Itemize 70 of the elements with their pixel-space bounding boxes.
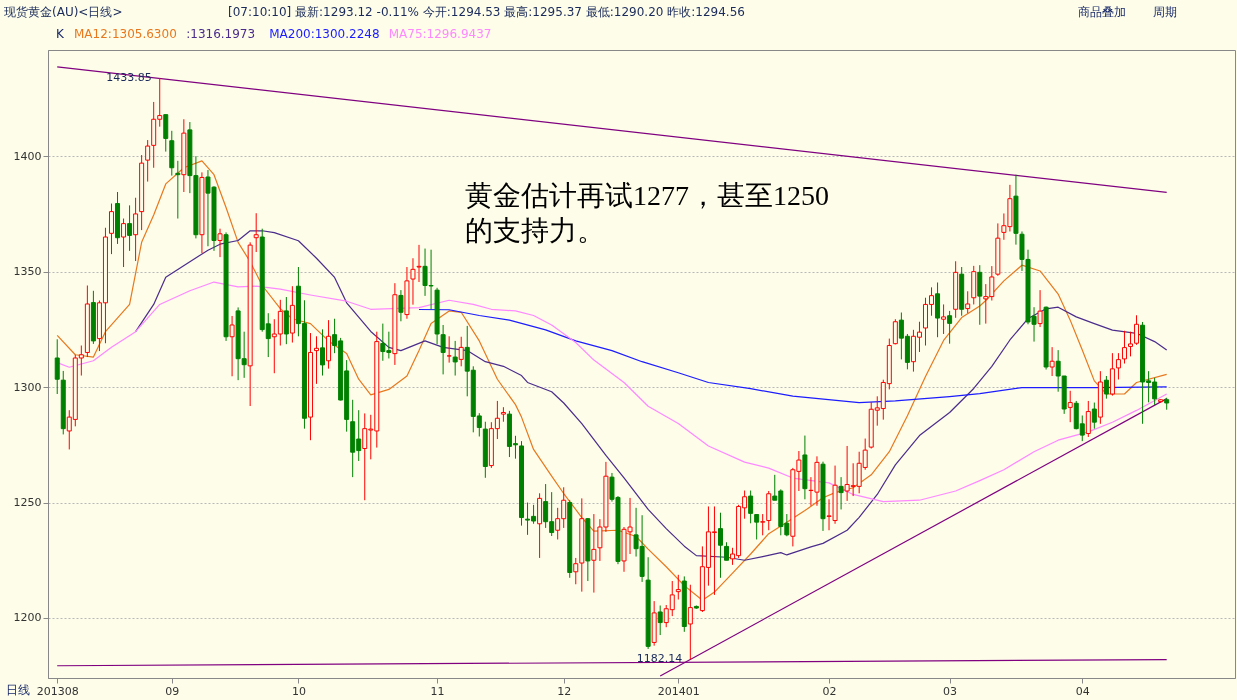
y-tick-label: 1300 (13, 380, 42, 394)
text: 商品叠加 (1078, 5, 1126, 19)
candlestick (163, 114, 169, 153)
annotation: 1182.14 (636, 652, 683, 666)
annotation: 黄金估计再试1277，甚至1250 (465, 180, 829, 211)
x-tick-label: 10 (291, 684, 306, 698)
candlestick (977, 264, 983, 326)
candlestick (1049, 346, 1055, 377)
text: MA12:1305.6300 (74, 27, 177, 41)
candlestick (687, 584, 693, 660)
candlestick (892, 318, 898, 345)
annotation: 1433.85 (106, 71, 152, 85)
candlestick (748, 490, 754, 524)
annotation: 的支持力。 (465, 215, 605, 246)
candlestick (947, 310, 953, 345)
y-tick-label: 1350 (13, 265, 42, 279)
line-series (418, 308, 1168, 404)
chart-subtitle: [07:10:10] 最新:1293.12 -0.11% 今开:1294.53 最高:1295.37 最低:1290.20 昨收:1294.56 (228, 5, 745, 19)
candlestick (452, 340, 458, 377)
candlestick (1103, 375, 1109, 400)
candlestick (965, 290, 971, 314)
x-tick-label: 11 (430, 684, 445, 698)
x-tick-label: 09 (165, 684, 180, 698)
candlestick (108, 203, 114, 255)
text: :1316.1973 (186, 27, 256, 41)
text: 日线 (6, 683, 30, 697)
candlestick (217, 228, 223, 258)
candlestick (121, 218, 127, 268)
candlestick (54, 338, 60, 395)
x-tick-label: 12 (557, 684, 572, 698)
y-tick-label: 1400 (13, 149, 42, 163)
candlestick (754, 514, 760, 540)
candlestick (283, 296, 289, 345)
candlestick (458, 336, 464, 367)
candlestick (410, 257, 416, 306)
candlestick (398, 289, 404, 322)
candlestick (127, 204, 133, 252)
line-series (56, 160, 1168, 601)
candlestick (1067, 390, 1073, 423)
candlestick (253, 212, 259, 253)
text: MA75:1296.9437 (388, 27, 492, 41)
candlestick (1085, 400, 1091, 438)
y-tick-label: 1200 (13, 611, 42, 625)
x-tick-label: 04 (1075, 684, 1090, 698)
candlestick (675, 574, 681, 600)
candlestick (941, 303, 947, 335)
candlestick (314, 335, 319, 385)
candlestick (175, 160, 181, 220)
x-tick-label: 02 (822, 684, 837, 698)
candlestick (838, 476, 844, 510)
x-tick-label: 03 (943, 684, 958, 698)
text: MA200:1300.2248 (269, 27, 380, 41)
candlestick (724, 541, 730, 561)
chart-title: 现货黄金(AU)<日线> (4, 5, 123, 19)
text: K (56, 27, 65, 41)
candlestick (133, 197, 139, 262)
candlestick (591, 513, 597, 594)
candlestick (320, 328, 326, 377)
candlestick (717, 512, 723, 579)
candlestick (229, 315, 235, 377)
candlestick (760, 513, 766, 536)
candlestick (416, 244, 422, 283)
candlestick (1091, 402, 1097, 430)
y-tick-label: 1250 (13, 496, 42, 510)
text: 周期 (1153, 5, 1177, 19)
x-tick-label: 201401 (657, 684, 700, 698)
candlestick (1037, 289, 1043, 328)
candlestick (446, 335, 452, 364)
x-tick-label: 201308 (36, 684, 79, 698)
candlestick (657, 605, 663, 636)
